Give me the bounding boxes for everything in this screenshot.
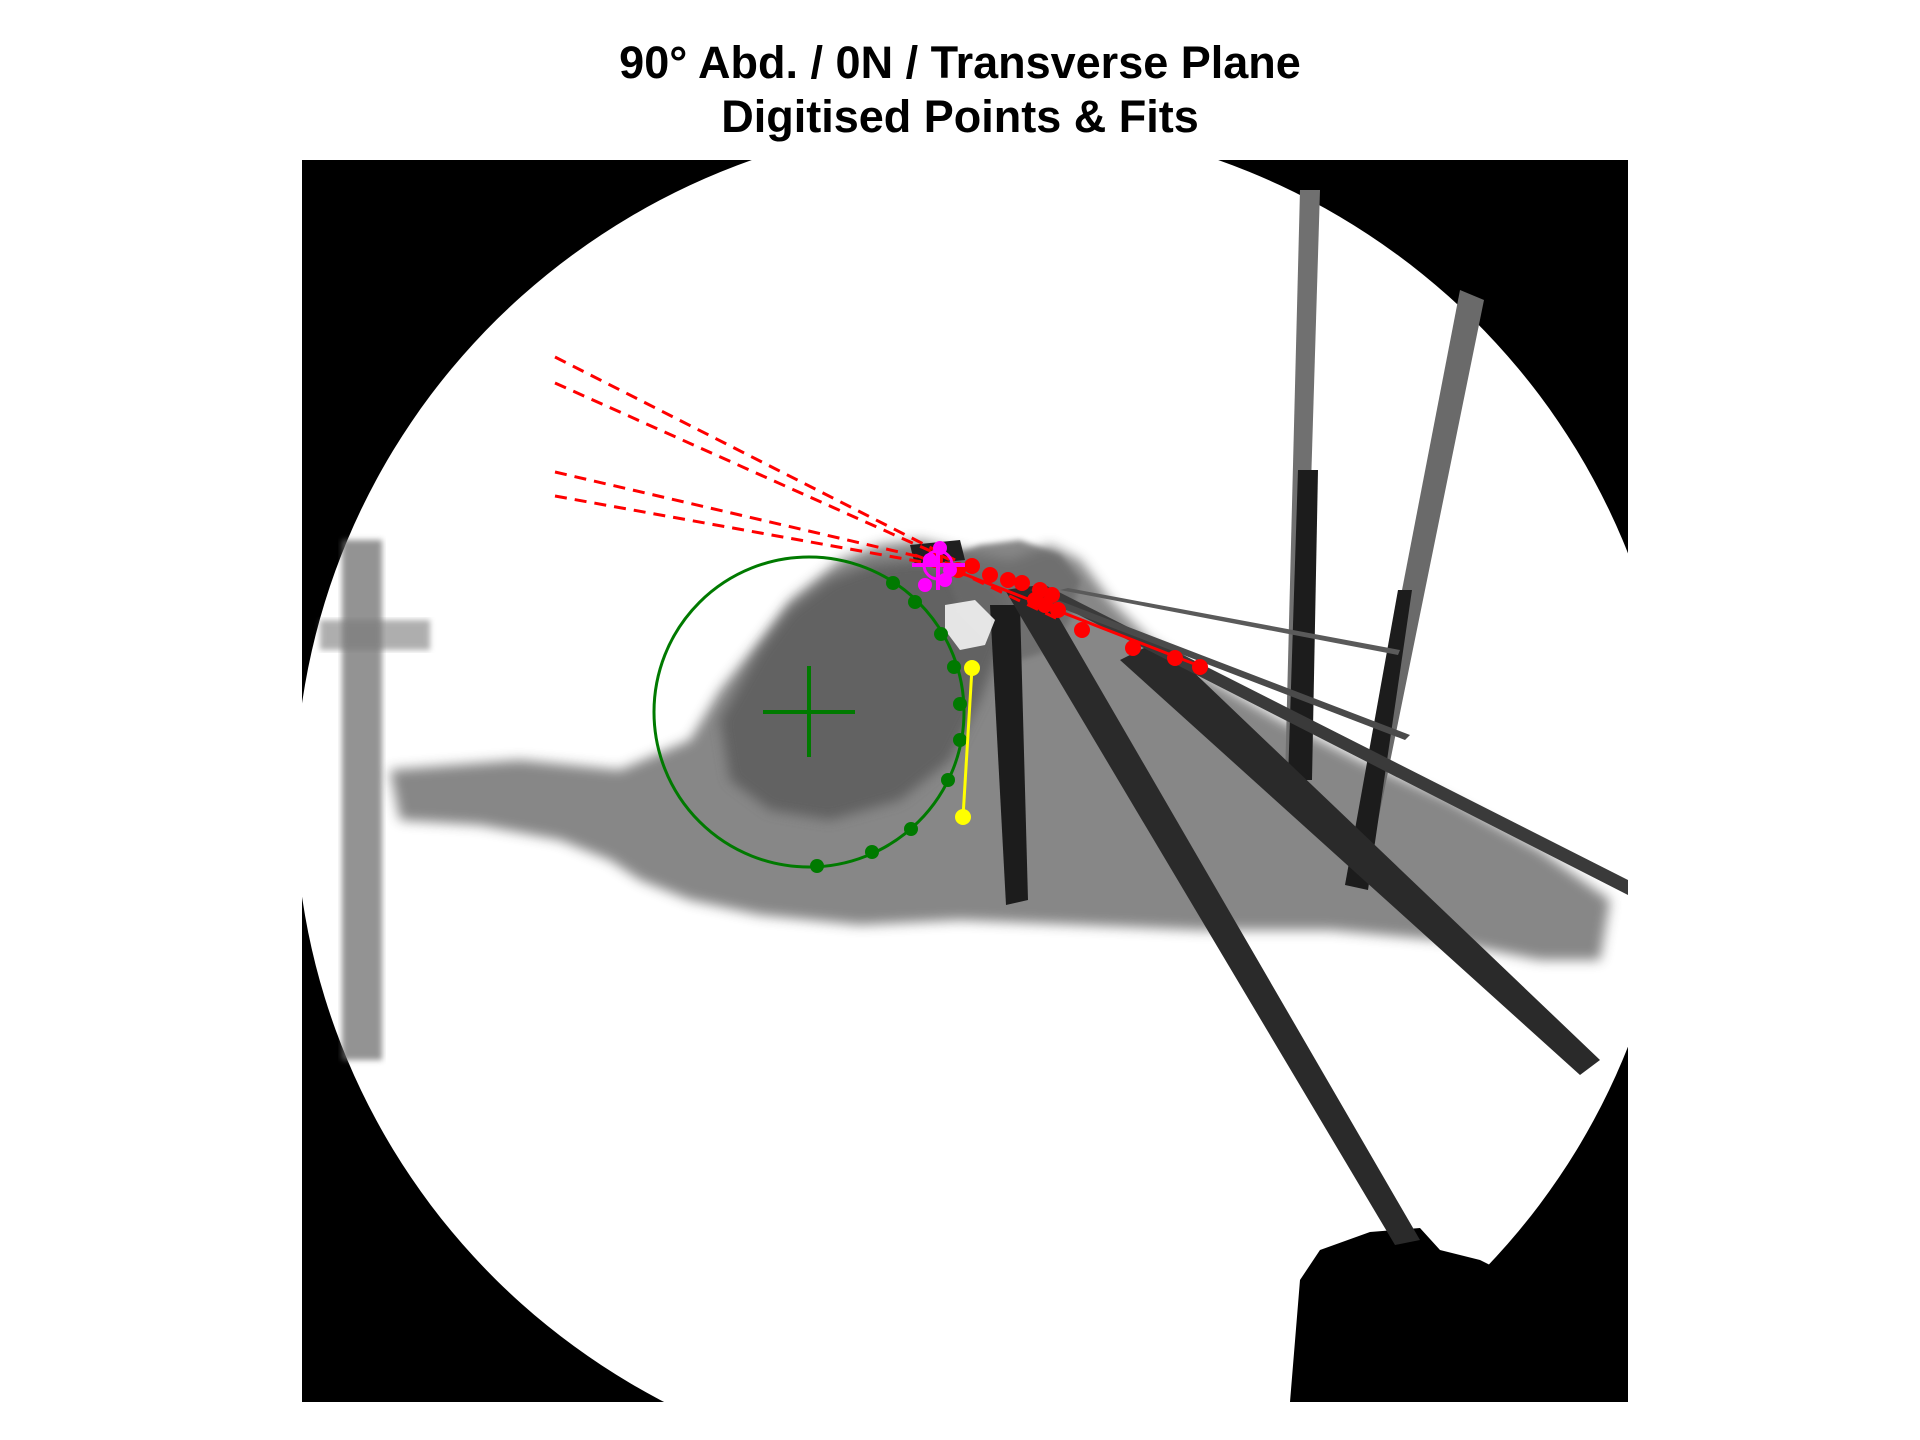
red-point: [964, 558, 980, 574]
screw-3: [1120, 640, 1600, 1075]
screw-2: [1005, 585, 1420, 1245]
clamp-bottom-right: [1290, 1228, 1628, 1402]
red-point: [1074, 622, 1090, 638]
red-dashed-line-2: [554, 381, 956, 564]
red-point: [982, 567, 998, 583]
green-point: [953, 733, 967, 747]
red-point: [1000, 572, 1016, 588]
green-point: [953, 697, 967, 711]
magenta-marker: [912, 541, 965, 592]
title-line-2: Digitised Points & Fits: [721, 91, 1199, 142]
green-point: [947, 660, 961, 674]
red-point: [1027, 592, 1043, 608]
red-point: [1192, 659, 1208, 675]
green-point: [810, 859, 824, 873]
yellow-point-bottom: [955, 809, 971, 825]
green-point: [904, 822, 918, 836]
green-point: [941, 773, 955, 787]
green-circle-fit: [652, 555, 966, 869]
red-dashed-line-4: [554, 494, 956, 570]
figure-title: 90° Abd. / 0N / Transverse Plane Digitis…: [0, 36, 1920, 144]
yellow-point-top: [964, 660, 980, 676]
green-point: [886, 576, 900, 590]
red-dashed-line-3: [554, 470, 956, 567]
red-dashed-line-1: [554, 355, 956, 562]
green-point: [865, 845, 879, 859]
title-line-1: 90° Abd. / 0N / Transverse Plane: [619, 37, 1301, 88]
green-point: [908, 595, 922, 609]
clamp-top-left: [420, 160, 600, 310]
yellow-fit-line: [961, 667, 974, 818]
red-point: [1167, 650, 1183, 666]
red-point: [1050, 602, 1066, 618]
green-points: [810, 576, 967, 873]
screw-1: [990, 605, 1028, 905]
fit-overlays: [554, 355, 1208, 873]
green-point: [934, 627, 948, 641]
left-rod: [342, 540, 382, 1060]
clamp-top-right: [1285, 160, 1628, 330]
red-point: [1014, 575, 1030, 591]
red-point: [1125, 640, 1141, 656]
